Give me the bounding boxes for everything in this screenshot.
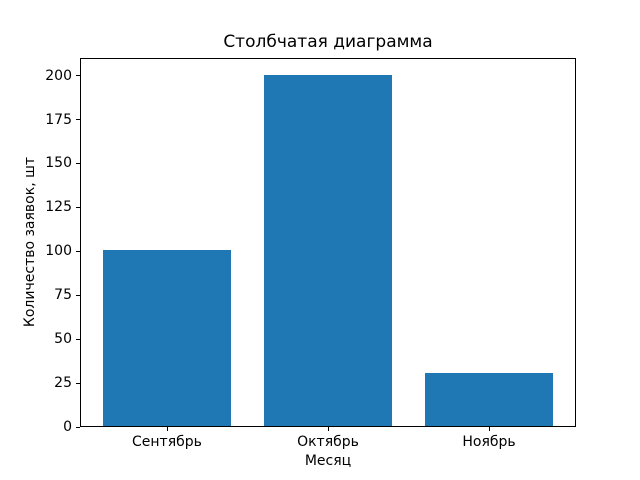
chart-title: Столбчатая диаграмма (223, 32, 433, 52)
x-tick-label: Октябрь (297, 434, 359, 450)
y-tick-mark (76, 162, 80, 164)
x-tick-mark (166, 427, 168, 431)
y-tick-label: 25 (54, 375, 72, 392)
bar-Ноябрь (424, 373, 554, 426)
x-tick-mark (489, 427, 491, 431)
y-tick-label: 50 (54, 331, 72, 348)
y-tick-label: 100 (45, 243, 72, 260)
y-tick-label: 125 (45, 199, 72, 216)
y-tick-mark (76, 119, 80, 120)
y-tick-label: 150 (45, 155, 72, 172)
y-tick-label: 0 (63, 419, 72, 435)
y-tick-mark (76, 426, 80, 428)
x-tick-label: Сентябрь (132, 434, 202, 450)
y-tick-label: 75 (54, 287, 72, 304)
y-tick-label: 200 (45, 67, 72, 84)
y-tick-mark (76, 75, 80, 77)
y-tick-mark (76, 382, 80, 384)
x-tick-mark (328, 427, 329, 431)
y-tick-label: 175 (45, 111, 72, 128)
x-tick-label: Ноябрь (462, 434, 516, 450)
bar-Октябрь (263, 74, 393, 426)
y-tick-mark (76, 250, 80, 252)
bar-Сентябрь (102, 250, 232, 426)
y-tick-mark (76, 338, 80, 340)
y-tick-mark (76, 294, 80, 296)
y-tick-mark (76, 206, 80, 208)
x-axis-label: Месяц (304, 453, 352, 469)
plot-area (80, 58, 576, 427)
